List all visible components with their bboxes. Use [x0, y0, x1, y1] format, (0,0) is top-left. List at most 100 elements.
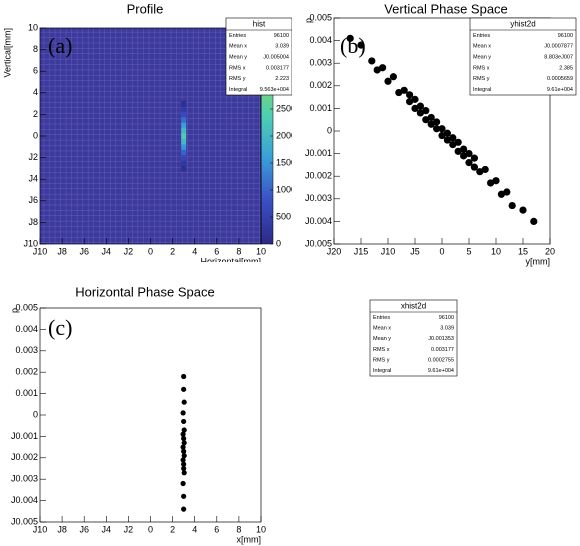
point [181, 427, 187, 433]
panel: Vertical Phase Space J20 J15 J10 J5 0 5 10 15 20 0… [303, 1, 577, 266]
point [454, 147, 462, 155]
x-tick-label: 4 [192, 524, 197, 534]
y-tick-label: 0.001 [309, 103, 332, 113]
heatmap-cell [181, 116, 187, 123]
plot-frame [39, 307, 262, 523]
y-tick-label: J2 [28, 152, 38, 162]
stats-box [469, 17, 577, 96]
stats-value: 0.0005659 [547, 76, 573, 82]
point [181, 470, 187, 476]
x-tick-label: J20 [327, 246, 342, 256]
x-tick-label: 8 [236, 246, 241, 256]
point [389, 73, 397, 81]
x-tick-label: 0 [148, 246, 153, 256]
colorbar-tick-label: 1000 [276, 184, 296, 194]
y-tick-label: 2 [33, 109, 38, 119]
x-tick-label: J6 [79, 524, 89, 534]
y-tick-label: J0.003 [305, 193, 332, 203]
stats-label: Mean y [229, 55, 247, 61]
x-tick-label: J6 [79, 246, 89, 256]
y-tick-label: 0.005 [309, 12, 332, 22]
point [400, 86, 408, 94]
point [379, 64, 387, 72]
chart-title: Horizontal Phase Space [75, 284, 214, 299]
stats-value: 2.223 [275, 76, 289, 82]
point [180, 457, 186, 463]
heatmap-cell [181, 133, 187, 139]
x-tick-label: J5 [410, 246, 420, 256]
stats-name: yhist2d [510, 20, 535, 29]
x-tick-label: J15 [354, 246, 369, 256]
y-tick-label: J0.003 [11, 474, 38, 484]
point [416, 102, 424, 110]
point [460, 145, 468, 153]
stats-value: 0.003177 [431, 347, 454, 353]
heatmap-cell [181, 165, 187, 172]
point [519, 206, 527, 214]
point [180, 444, 186, 450]
y-tick-label: J0.005 [305, 238, 332, 248]
point [181, 386, 187, 392]
point [470, 163, 478, 171]
y-tick-label: J0.002 [305, 171, 332, 181]
point [530, 217, 538, 225]
point [433, 118, 441, 126]
point [181, 453, 187, 459]
colorbar-tick-label: 0 [276, 238, 281, 248]
point [406, 98, 414, 106]
heatmap-cell [181, 106, 187, 112]
point [443, 136, 451, 144]
stats-name: hist [253, 20, 266, 29]
colorbar-tick-label: 1500 [276, 157, 296, 167]
stats-value: J0.005004 [263, 55, 289, 61]
point [492, 177, 500, 185]
stats-label: RMS x [229, 65, 246, 71]
x-tick-label: 10 [491, 246, 501, 256]
y-tick-label: 0.003 [309, 58, 332, 68]
point [181, 440, 187, 446]
y-tick-label: J8 [28, 217, 38, 227]
x-tick-label: J8 [57, 246, 67, 256]
y-tick-label: J0.002 [11, 452, 38, 462]
x-axis-label: x[mm] [237, 534, 262, 544]
x-axis-label: Horizontal[mm] [200, 256, 261, 266]
y-tick-label: 0.004 [15, 324, 38, 334]
point [411, 104, 419, 112]
heatmap-cell [181, 111, 187, 118]
x-tick-label: 20 [545, 246, 555, 256]
heatmap-cell [181, 122, 187, 129]
stats-label: RMS y [373, 357, 390, 363]
x-tick-label: 0 [148, 524, 153, 534]
point [503, 188, 511, 196]
x-axis-label: y[mm] [526, 256, 551, 266]
x-tick-label: J4 [102, 524, 112, 534]
point [427, 120, 435, 128]
point [497, 190, 505, 198]
y-axis-label: Vertical[mm] [2, 28, 12, 78]
y-tick-label: 8 [33, 44, 38, 54]
y-tick-label: 0 [33, 409, 38, 419]
point [373, 66, 381, 74]
stats-label: Entries [373, 315, 390, 321]
point [481, 165, 489, 174]
stats-value: J0.0007877 [544, 44, 573, 50]
panel-label: (c) [48, 315, 72, 340]
y-tick-label: J4 [28, 174, 38, 184]
stats-label: Integral [229, 87, 247, 93]
y-axis-label: p [303, 18, 313, 23]
chart-title: Vertical Phase Space [384, 1, 508, 16]
y-tick-label: 0.005 [15, 302, 38, 312]
point [460, 152, 468, 160]
stats-value: J0.001353 [428, 336, 454, 342]
point [181, 461, 187, 467]
point [181, 399, 187, 405]
chart-title: Profile [127, 1, 164, 16]
stats-label: Mean x [373, 325, 391, 331]
stats-label: Mean x [473, 44, 491, 50]
point [508, 201, 516, 210]
x-tick-label: 0 [439, 246, 444, 256]
y-tick-label: J0.001 [11, 431, 38, 441]
panel: Profile 0 500 1000 1500 2000 2500 J10 J8 J6 J4 J2 0 2… [2, 1, 296, 266]
y-tick-label: 0.002 [309, 80, 332, 90]
